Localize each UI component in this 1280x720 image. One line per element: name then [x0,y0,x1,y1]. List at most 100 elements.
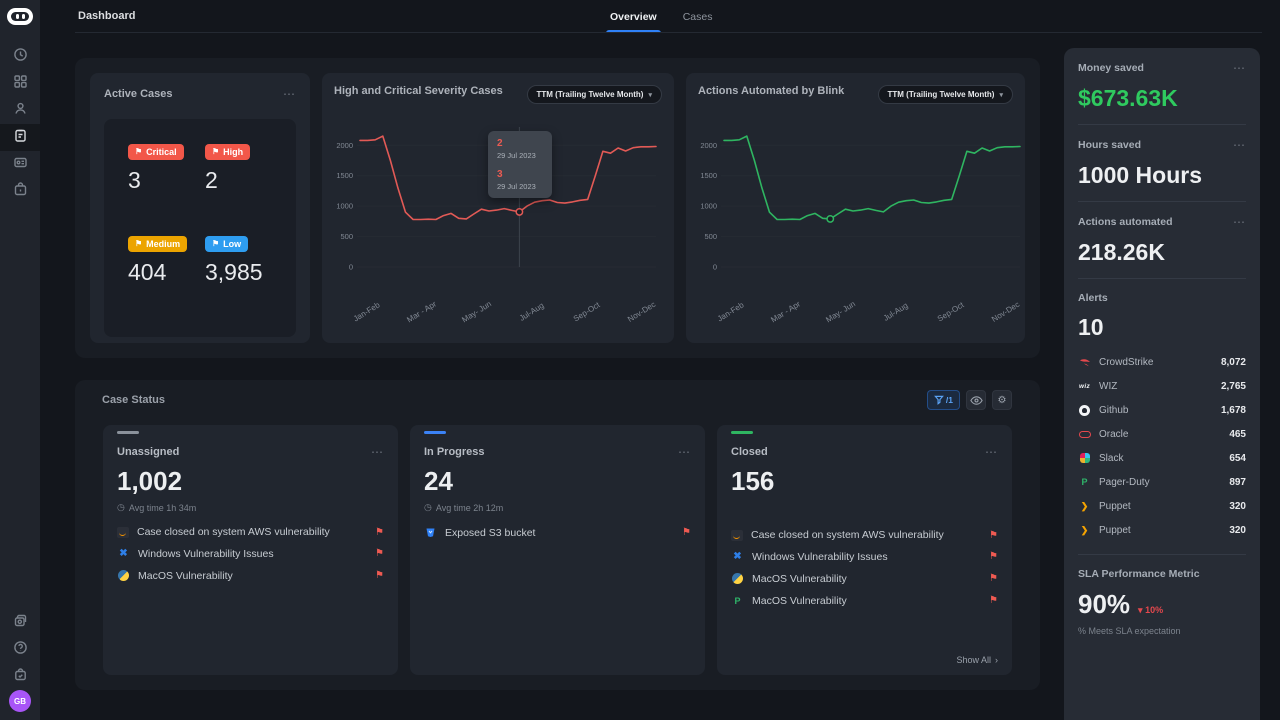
svg-text:2000: 2000 [700,141,717,150]
flag-icon: ⚑ [135,239,143,248]
slack-icon [1079,453,1090,463]
column-accent [117,431,139,434]
windows-icon: ✖ [733,551,742,562]
case-item[interactable]: P MacOS Vulnerability ⚑ [731,594,998,607]
case-item[interactable]: MacOS Vulnerability ⚑ [117,569,384,582]
alert-source-row[interactable]: Github 1,678 [1078,398,1246,422]
sidebar-item-help[interactable] [0,636,40,663]
user-avatar[interactable]: GB [9,690,31,712]
actions-automated-label: Actions automated [1078,216,1173,228]
automation-line-chart[interactable]: 0 500 1000 1500 2000 Jan-Feb Mar - Apr May- Jun… [696,117,1028,335]
show-all-link[interactable]: Show All › [956,655,998,665]
hours-saved-menu-icon[interactable]: ⋯ [1233,138,1246,152]
tooltip-date: 29 Jul 2023 [497,151,536,160]
svg-text:Sep-Oct: Sep-Oct [572,300,602,324]
svg-text:Jan-Feb: Jan-Feb [352,300,382,323]
alert-source-row[interactable]: Slack 654 [1078,446,1246,470]
column-name: Unassigned [117,446,180,458]
alert-source-row[interactable]: ❯ Puppet 320 [1078,518,1246,542]
alerts-label: Alerts [1078,292,1108,304]
case-item[interactable]: ✖ Windows Vulnerability Issues ⚑ [117,547,384,560]
clipboard-icon [13,128,28,148]
alert-source-row[interactable]: CrowdStrike 8,072 [1078,350,1246,374]
top-bar: Dashboard Overview Cases [40,0,1280,33]
case-status-panel: Case Status /1 ⚙ Unassigned ⋯ 1,002 ◷ Avg… [75,380,1040,690]
package-icon [13,181,28,202]
svg-text:0: 0 [713,263,717,272]
flag-icon[interactable]: ⚑ [375,548,384,559]
hours-saved-section: Hours saved ⋯ 1000 Hours [1078,125,1246,202]
sla-section: SLA Performance Metric 90% ▾ 10% % Meets… [1078,555,1246,648]
severity-range-dropdown[interactable]: TTM (Trailing Twelve Month) ▾ [526,85,662,104]
column-menu-icon[interactable]: ⋯ [678,445,691,459]
svg-text:Jul-Aug: Jul-Aug [882,301,910,323]
sidebar-item-library[interactable] [0,151,40,178]
case-item[interactable]: Case closed on system AWS vulnerability … [117,526,384,538]
actions-automated-section: Actions automated ⋯ 218.26K [1078,202,1246,279]
column-menu-icon[interactable]: ⋯ [985,445,998,459]
critical-badge[interactable]: ⚑ Critical [128,143,184,160]
svg-text:1500: 1500 [700,171,717,180]
sidebar-item-history[interactable] [0,43,40,70]
low-badge[interactable]: ⚑ Low [205,235,249,252]
alert-source-row[interactable]: wiz WIZ 2,765 [1078,380,1246,392]
alert-source-row[interactable]: Oracle 465 [1078,422,1246,446]
svg-text:1500: 1500 [336,171,353,180]
wiz-icon: wiz [1078,382,1090,390]
user-icon [13,101,28,121]
flag-icon[interactable]: ⚑ [989,529,998,541]
svg-text:2000: 2000 [336,141,353,150]
sidebar-item-releases[interactable] [0,663,40,690]
case-item[interactable]: Case closed on system AWS vulnerability … [731,529,998,541]
tab-overview[interactable]: Overview [606,0,661,33]
overview-panel: Active Cases ⋯ ⚑ Critical 3 ⚑ High 2 ⚑ Medi… [75,58,1040,358]
pagerduty-icon: P [734,595,741,606]
flag-icon[interactable]: ⚑ [375,526,384,538]
active-cases-menu-icon[interactable]: ⋯ [283,87,296,101]
svg-text:May- Jun: May- Jun [460,299,493,324]
svg-text:Nov-Dec: Nov-Dec [626,300,657,324]
sidebar-item-users[interactable] [0,97,40,124]
column-name: In Progress [424,446,485,458]
filter-button[interactable]: /1 [926,390,960,410]
chevron-down-icon: ▾ [648,91,652,99]
sidebar-item-packages[interactable] [0,178,40,205]
column-menu-icon[interactable]: ⋯ [371,445,384,459]
tab-cases[interactable]: Cases [682,10,713,23]
money-saved-section: Money saved ⋯ $673.63K [1078,48,1246,125]
column-name: Closed [731,446,768,458]
settings-button[interactable]: ⚙ [992,390,1012,410]
critical-count: 3 [128,166,141,193]
flag-icon[interactable]: ⚑ [989,551,998,562]
high-stat: ⚑ High 2 [205,141,272,223]
sidebar-item-apps[interactable] [0,70,40,97]
topbar-divider [75,32,1262,33]
actions-automated-menu-icon[interactable]: ⋯ [1233,215,1246,229]
sla-caption: % Meets SLA expectation [1078,626,1181,636]
medium-badge[interactable]: ⚑ Medium [128,235,188,252]
case-item[interactable]: MacOS Vulnerability ⚑ [731,572,998,585]
low-count: 3,985 [205,258,263,285]
pagerduty-icon: P [1081,477,1088,487]
critical-stat: ⚑ Critical 3 [128,141,195,223]
flag-icon[interactable]: ⚑ [989,573,998,584]
blink-logo[interactable] [7,8,33,25]
svg-text:Mar - Apr: Mar - Apr [405,299,438,324]
case-item[interactable]: Exposed S3 bucket ⚑ [424,526,691,539]
sidebar-item-cases[interactable] [0,124,40,151]
svg-text:Mar - Apr: Mar - Apr [769,299,802,324]
flag-icon[interactable]: ⚑ [989,595,998,606]
high-badge[interactable]: ⚑ High [205,143,251,160]
case-item[interactable]: ✖ Windows Vulnerability Issues ⚑ [731,550,998,563]
severity-grid: ⚑ Critical 3 ⚑ High 2 ⚑ Medium 404 ⚑ Low 3,9… [104,119,296,337]
automation-range-dropdown[interactable]: TTM (Trailing Twelve Month) ▾ [877,85,1013,104]
flag-icon[interactable]: ⚑ [682,527,691,538]
alert-source-row[interactable]: ❯ Puppet 320 [1078,494,1246,518]
chevron-right-icon: › [995,655,998,665]
money-saved-menu-icon[interactable]: ⋯ [1233,61,1246,75]
visibility-button[interactable] [966,390,986,410]
flag-icon[interactable]: ⚑ [375,570,384,581]
help-icon [13,640,28,660]
alert-source-row[interactable]: P Pager-Duty 897 [1078,470,1246,494]
sidebar-item-integrations[interactable] [0,609,40,636]
